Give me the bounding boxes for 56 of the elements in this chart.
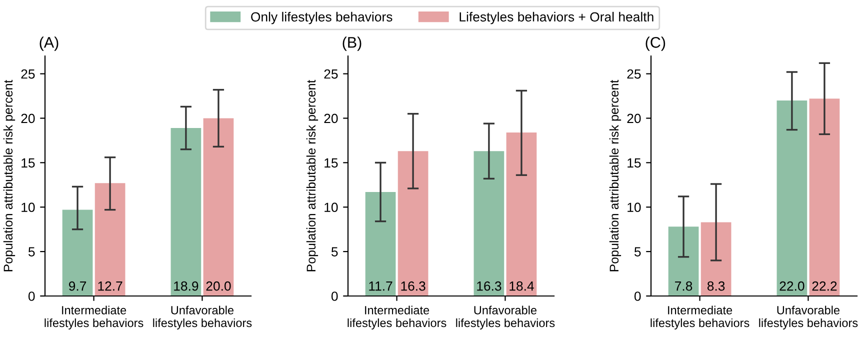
y-axis-title: Population attributable risk percent (306, 80, 318, 272)
x-tick-label: Intermediate lifestyles behaviors (348, 306, 446, 330)
data-label: 20.0 (206, 281, 231, 291)
y-tick-label: 0 (331, 292, 338, 301)
bar (506, 132, 537, 296)
y-tick-label: 10 (22, 202, 35, 212)
bar (474, 151, 504, 296)
bar (668, 226, 699, 296)
chart-title: (B) (342, 36, 362, 51)
bar (365, 192, 396, 296)
chart-title: (A) (40, 36, 58, 51)
bar (203, 118, 234, 296)
y-tick-label: 0 (28, 292, 35, 301)
x-tick-label: Unfavorable lifestyles behaviors (456, 306, 555, 330)
x-tick-label: Unfavorable lifestyles behaviors (153, 306, 252, 330)
y-axis-title: Population attributable risk percent (3, 80, 16, 272)
data-label: 12.7 (98, 281, 122, 291)
y-tick-label: 25 (627, 69, 641, 79)
y-tick-label: 25 (21, 69, 35, 79)
data-label: 16.3 (401, 281, 426, 291)
data-label: 22.0 (780, 281, 804, 291)
data-label: 9.7 (68, 281, 86, 291)
bar (809, 98, 840, 296)
y-tick-label: 10 (324, 202, 338, 212)
y-tick-label: 20 (21, 114, 35, 124)
chart-title: (C) (646, 36, 666, 51)
data-label: 8.3 (707, 281, 725, 291)
bar (700, 222, 732, 296)
data-label: 11.7 (369, 282, 392, 291)
y-tick-label: 15 (628, 158, 641, 168)
x-tick-label: Intermediate lifestyles behaviors (44, 306, 144, 330)
y-tick-label: 5 (634, 247, 641, 256)
y-tick-label: 20 (324, 114, 338, 124)
y-tick-label: 0 (634, 292, 641, 301)
bar (170, 128, 202, 296)
data-label: 16.3 (477, 281, 502, 291)
legend-label: Only lifestyles behaviors (251, 12, 392, 24)
bar (62, 210, 93, 296)
x-tick-label: Unfavorable lifestyles behaviors (759, 306, 858, 330)
y-tick-label: 15 (22, 158, 35, 168)
legend-label: Lifestyles behaviors + Oral health (460, 12, 654, 24)
data-label: 18.4 (510, 281, 534, 291)
bar (776, 100, 808, 296)
data-label: 22.2 (812, 281, 837, 291)
x-tick-label: Intermediate lifestyles behaviors (650, 306, 750, 330)
y-tick-label: 10 (628, 202, 641, 212)
y-tick-label: 20 (627, 114, 641, 124)
y-tick-label: 5 (331, 247, 338, 256)
y-tick-label: 25 (324, 69, 338, 79)
bar (398, 151, 428, 296)
y-axis-title: Population attributable risk percent (609, 80, 622, 272)
data-label: 7.8 (675, 281, 692, 291)
y-tick-label: 15 (324, 158, 338, 168)
y-tick-label: 5 (28, 247, 35, 256)
bar (94, 183, 126, 296)
data-label: 18.9 (174, 281, 198, 291)
